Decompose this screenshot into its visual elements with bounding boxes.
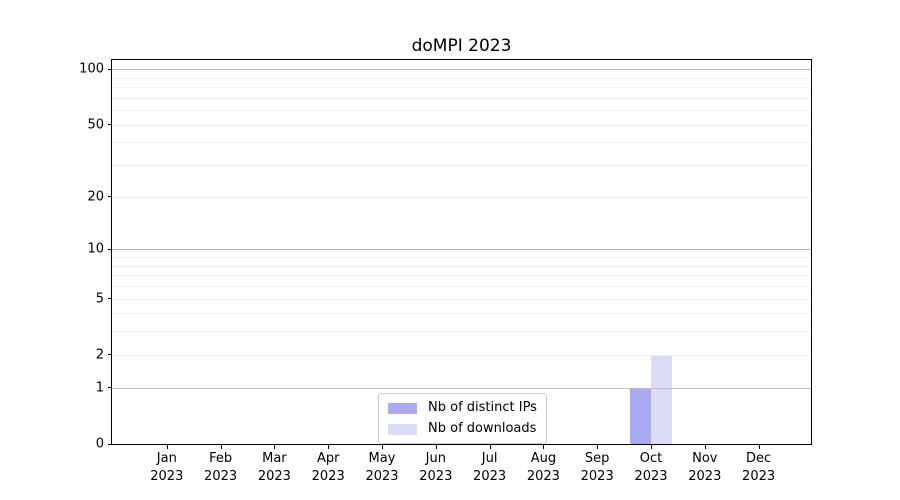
gridline-minor [112,97,811,99]
x-tick-label: Aug 2023 [526,451,560,484]
y-tick-mark [108,196,112,198]
x-tick-mark [220,444,222,449]
legend: Nb of distinct IPs Nb of downloads [378,393,547,444]
x-tick-label: Oct 2023 [634,451,668,484]
x-tick-label: Mar 2023 [257,451,291,484]
gridline-major [112,69,811,71]
x-tick-label: May 2023 [365,451,399,484]
legend-label-downloads: Nb of downloads [428,421,537,436]
y-tick-label: 20 [87,189,104,205]
y-tick-mark [108,354,112,356]
legend-item-downloads: Nb of downloads [388,421,537,437]
grid-layer [112,60,811,444]
gridline-minor [112,257,811,258]
x-tick-mark [543,444,545,449]
gridline-minor [112,275,811,277]
legend-item-distinct-ips: Nb of distinct IPs [388,400,537,416]
legend-swatch-downloads [388,423,417,435]
x-tick-label: Jun 2023 [419,451,453,484]
x-tick-label: Nov 2023 [688,451,722,484]
y-tick-label: 2 [95,347,104,363]
gridline-major [112,249,811,251]
x-tick-mark [651,444,652,449]
gridline-minor [112,196,811,198]
y-tick-mark [108,124,112,126]
gridline-minor [112,77,811,79]
y-tick-label: 100 [79,61,104,77]
gridline-minor [112,110,811,112]
gridline-minor [112,165,811,167]
y-tick-label: 50 [87,117,104,133]
y-tick-label: 1 [95,380,104,396]
x-tick-label: Sep 2023 [580,451,614,484]
plot-area: Nb of distinct IPs Nb of downloads [111,59,812,445]
x-tick-mark [274,444,276,449]
gridline-minor [112,331,811,333]
x-tick-label: Apr 2023 [311,451,345,484]
x-tick-label: Feb 2023 [204,451,238,484]
gridline-minor [112,354,811,356]
gridline-minor [112,285,811,287]
x-tick-mark [166,444,168,449]
y-tick-mark [108,387,112,389]
x-tick-mark [435,444,437,449]
gridline-minor [112,142,811,144]
gridline-minor [112,265,811,267]
chart-title: doMPI 2023 [411,36,512,56]
y-tick-label: 5 [95,291,104,306]
gridline-minor [112,87,811,88]
gridline-minor [112,124,811,126]
y-tick-label: 0 [95,436,104,452]
x-tick-mark [382,444,383,449]
gridline-minor [112,298,811,300]
bars-layer [112,60,811,444]
y-tick-mark [108,248,112,250]
bar-distinct-ips [630,387,651,444]
x-tick-label: Jul 2023 [473,451,507,484]
y-tick-label: 10 [87,241,104,257]
x-tick-mark [597,444,599,449]
x-tick-mark [489,444,491,449]
y-tick-mark [108,443,112,445]
y-tick-mark [108,298,112,299]
x-tick-mark [758,444,760,449]
x-tick-mark [328,444,330,449]
bar-downloads [651,354,672,444]
gridline-major [112,387,811,389]
x-tick-label: Dec 2023 [742,451,776,484]
y-tick-mark [108,68,112,70]
gridline-minor [112,313,811,315]
x-tick-mark [704,444,706,449]
legend-swatch-distinct-ips [388,402,417,414]
x-tick-label: Jan 2023 [150,451,184,484]
legend-label-distinct-ips: Nb of distinct IPs [428,400,537,415]
